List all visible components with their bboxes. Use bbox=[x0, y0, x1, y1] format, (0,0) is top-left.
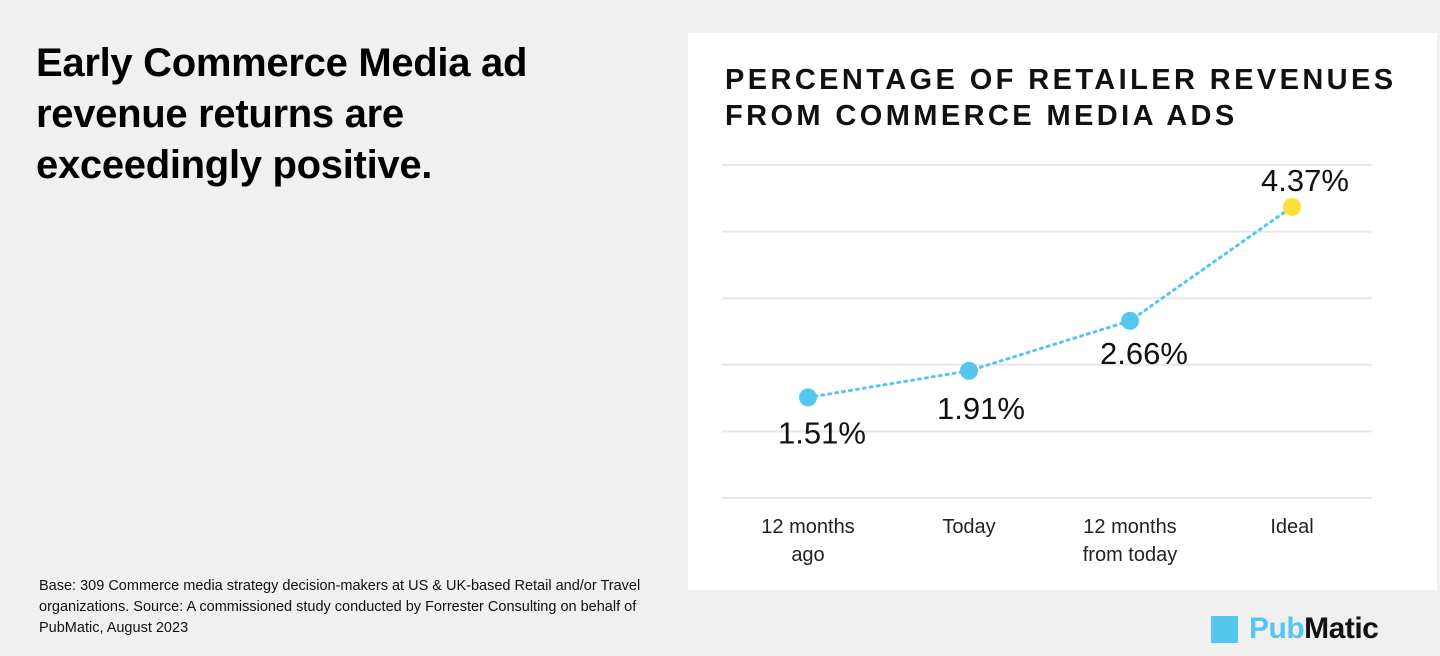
data-label: 1.91% bbox=[937, 391, 1025, 426]
data-label: 4.37% bbox=[1261, 163, 1349, 198]
pubmatic-logo: PubMatic bbox=[1211, 612, 1379, 646]
data-label: 1.51% bbox=[778, 415, 866, 450]
logo-part2: Matic bbox=[1304, 612, 1379, 645]
logo-square-icon bbox=[1211, 615, 1238, 643]
x-tick-label: from today bbox=[1083, 544, 1177, 566]
x-tick-label: Ideal bbox=[1270, 516, 1313, 538]
series-line bbox=[806, 205, 1294, 399]
data-point bbox=[1283, 197, 1301, 216]
data-point bbox=[799, 388, 817, 407]
logo-part1: Pub bbox=[1249, 612, 1305, 645]
footnote: Base: 309 Commerce media strategy decisi… bbox=[39, 578, 641, 636]
x-tick-label: ago bbox=[791, 544, 824, 566]
x-tick-label: 12 months bbox=[1083, 516, 1176, 538]
data-point bbox=[960, 361, 978, 380]
x-tick-label: 12 months bbox=[761, 516, 854, 538]
data-point bbox=[1121, 311, 1139, 330]
chart-title: PERCENTAGE OF RETAILER REVENUES FROM COM… bbox=[725, 64, 1397, 132]
headline: Early Commerce Media ad revenue returns … bbox=[36, 41, 528, 187]
x-tick-label: Today bbox=[942, 516, 995, 538]
data-label: 2.66% bbox=[1100, 336, 1188, 371]
